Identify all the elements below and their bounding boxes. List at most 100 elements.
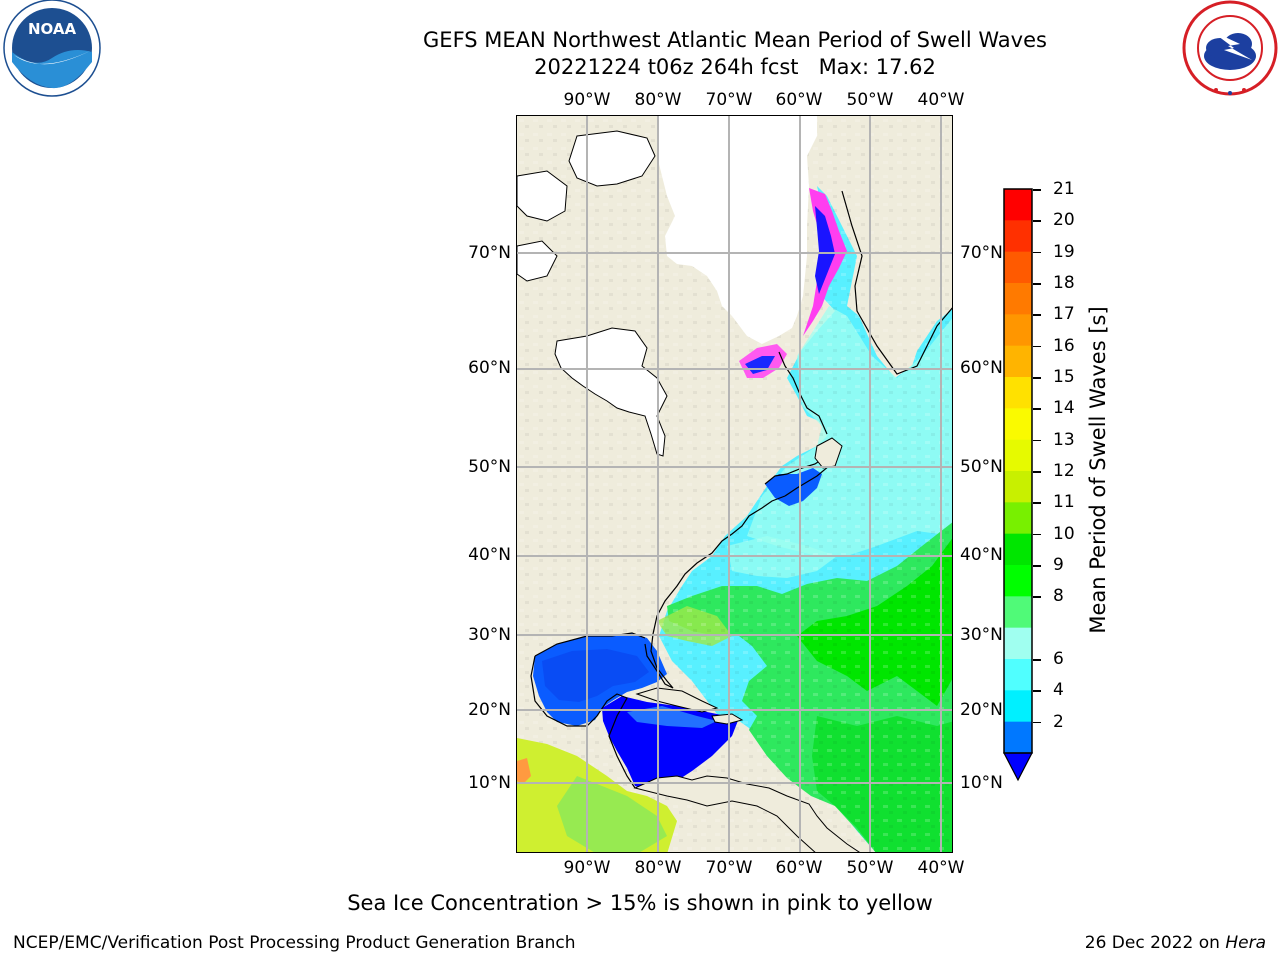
lon-label-top: 80°W	[634, 90, 682, 110]
colorbar-tick-mark	[1033, 471, 1041, 473]
arctic-islands-ice-3	[517, 240, 558, 282]
colorbar-segment	[1004, 345, 1032, 378]
us-east-coast	[652, 495, 786, 635]
colorbar-tick-label: 15	[1053, 367, 1075, 387]
lon-label-bottom: 90°W	[563, 858, 611, 878]
lat-label-right: 40°N	[960, 545, 1003, 565]
footer-host: Hera	[1225, 933, 1266, 953]
colorbar-tick-mark	[1033, 408, 1041, 410]
lat-label-right: 70°N	[960, 243, 1003, 263]
colorbar	[1003, 188, 1033, 782]
arctic-archipelago-ice	[657, 116, 817, 344]
arctic-islands-ice-2	[517, 170, 568, 222]
map-canvas	[517, 116, 952, 852]
lon-label-top: 90°W	[563, 90, 611, 110]
gulf-st-lawrence	[765, 468, 822, 506]
colorbar-tick-label: 4	[1053, 680, 1064, 701]
lat-label-right: 20°N	[960, 700, 1003, 720]
colorbar-tick-label: 12	[1053, 461, 1075, 481]
venezuela-coast	[633, 775, 860, 852]
lat-label-left: 60°N	[468, 358, 511, 378]
colorbar-tick-mark	[1033, 220, 1041, 222]
colorbar-tick-label: 16	[1053, 335, 1075, 356]
greenland-coast	[841, 190, 952, 375]
lat-label-left: 70°N	[468, 243, 511, 263]
colorbar-segment	[1004, 377, 1032, 409]
colorbar-tick-label: 6	[1053, 649, 1064, 669]
colorbar-tick-label: 19	[1053, 241, 1075, 262]
lat-label-right: 60°N	[960, 358, 1003, 378]
lon-label-top: 70°W	[705, 90, 753, 110]
lon-label-bottom: 50°W	[846, 858, 894, 878]
lon-label-bottom: 60°W	[775, 858, 823, 878]
noaa-logo-text: NOAA	[28, 20, 77, 38]
colorbar-segment	[1004, 220, 1032, 253]
south-america-green	[557, 776, 667, 852]
caribbean-light	[627, 706, 717, 728]
colorbar-tick-label: 10	[1053, 523, 1075, 544]
nws-logo	[1182, 0, 1278, 96]
florida-coast	[644, 633, 674, 689]
colorbar-under-arrow	[1003, 752, 1033, 782]
arctic-islands-ice	[568, 130, 656, 187]
south-america-orange	[517, 758, 531, 784]
lat-label-left: 50°N	[468, 457, 511, 477]
colorbar-tick-label: 18	[1053, 273, 1075, 293]
lon-label-bottom: 40°W	[917, 858, 965, 878]
colorbar-segment	[1004, 721, 1032, 754]
colorbar-tick-mark	[1033, 439, 1041, 442]
colorbar-tick-label: 20	[1053, 210, 1075, 231]
gulf-of-mexico-deep	[542, 649, 649, 702]
baffin-bay-blue	[815, 206, 835, 294]
colorbar-tick-mark	[1033, 502, 1041, 504]
colorbar-segment	[1004, 471, 1032, 503]
colorbar-segment	[1004, 251, 1032, 284]
colorbar-tick-label: 17	[1053, 304, 1075, 325]
colorbar-tick-mark	[1033, 596, 1041, 598]
colorbar-segment	[1004, 439, 1032, 472]
lat-label-left: 10°N	[468, 773, 511, 793]
colorbar-tick-label: 21	[1053, 179, 1075, 199]
colorbar-tick-label: 13	[1053, 429, 1075, 450]
colorbar-segment	[1004, 283, 1032, 315]
colorbar-segment	[1004, 533, 1032, 566]
colorbar-tick-mark	[1033, 565, 1041, 567]
colorbar-segment	[1004, 314, 1032, 347]
lat-label-left: 40°N	[468, 545, 511, 565]
colorbar-tick-label: 9	[1053, 555, 1064, 575]
colorbar-segment	[1004, 596, 1032, 629]
colorbar-tick-label: 8	[1053, 586, 1064, 607]
colorbar-segment	[1004, 408, 1032, 441]
colorbar-tick-mark	[1033, 251, 1041, 254]
colorbar-segment	[1004, 627, 1032, 660]
lat-label-right: 50°N	[960, 457, 1003, 477]
colorbar-outline	[1003, 188, 1033, 754]
lon-label-top: 50°W	[846, 90, 894, 110]
lon-label-bottom: 70°W	[705, 858, 753, 878]
colorbar-tick-mark	[1033, 314, 1041, 316]
lat-label-left: 20°N	[468, 700, 511, 720]
footer-date: 26 Dec 2022 on Hera	[1085, 933, 1266, 953]
colorbar-segment	[1004, 502, 1032, 535]
colorbar-tick-mark	[1033, 659, 1041, 661]
colorbar-tick-label: 11	[1053, 492, 1075, 513]
colorbar-tick-mark	[1033, 283, 1041, 285]
chart-subtitle: 20221224 t06z 264h fcst Max: 17.62	[534, 55, 936, 79]
noaa-logo: NOAA	[3, 0, 101, 97]
footer-date-text: 26 Dec 2022 on	[1084, 933, 1226, 953]
map-panel	[516, 115, 953, 853]
lon-label-bottom: 80°W	[634, 858, 682, 878]
colorbar-segment	[1004, 659, 1032, 691]
lon-label-top: 40°W	[917, 90, 965, 110]
colorbar-tick-mark	[1033, 690, 1041, 692]
lat-label-right: 10°N	[960, 773, 1003, 793]
chart-title: GEFS MEAN Northwest Atlantic Mean Period…	[423, 28, 1047, 52]
footer-branch: NCEP/EMC/Verification Post Processing Pr…	[13, 933, 576, 953]
lat-label-right: 30°N	[960, 625, 1003, 645]
colorbar-segment	[1004, 690, 1032, 723]
colorbar-tick-mark	[1033, 189, 1041, 191]
colorbar-tick-mark	[1033, 721, 1041, 724]
colorbar-tick-mark	[1033, 533, 1041, 536]
colorbar-segment	[1004, 565, 1032, 597]
colorbar-title: Mean Period of Swell Waves [s]	[1086, 306, 1110, 634]
